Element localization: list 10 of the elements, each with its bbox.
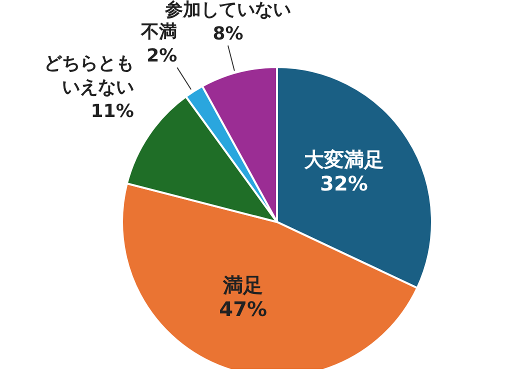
data-label: 2% (146, 46, 178, 67)
data-label: 32% (320, 171, 368, 196)
data-label: 8% (212, 24, 244, 45)
slice-label: 参加していない (164, 0, 291, 21)
slice-label: 大変満足 (304, 147, 384, 172)
data-label: 47% (219, 297, 268, 322)
slice-label: どちらともいえない (44, 53, 134, 98)
data-label: 11% (90, 101, 134, 122)
slice-label: 満足 (222, 273, 264, 298)
slice-label: 不満 (140, 22, 178, 43)
